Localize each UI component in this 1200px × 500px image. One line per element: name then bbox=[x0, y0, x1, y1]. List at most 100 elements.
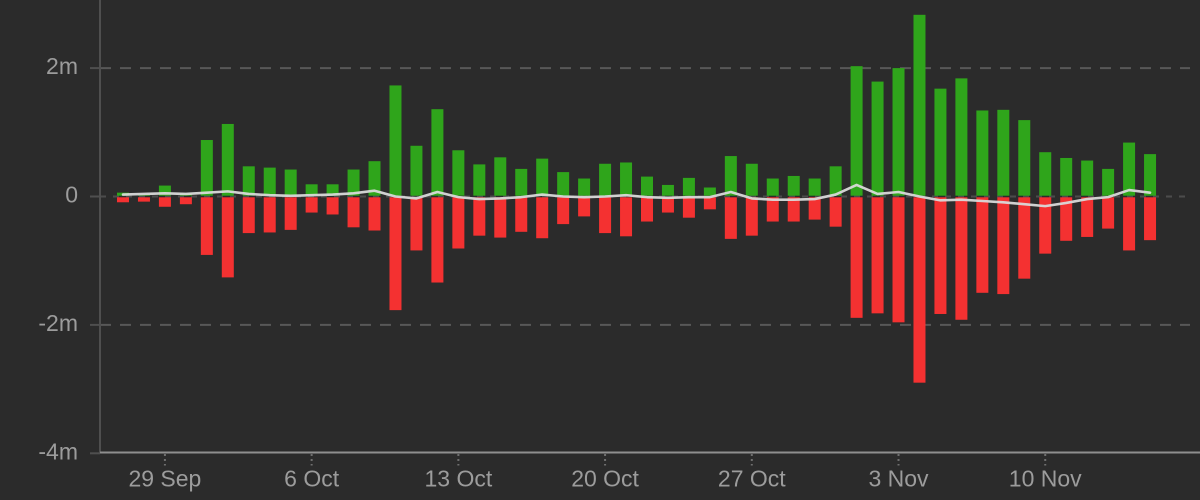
bar-up bbox=[724, 156, 737, 196]
bar-down bbox=[871, 197, 884, 314]
bar-down bbox=[389, 197, 402, 311]
bar-up bbox=[1123, 142, 1136, 196]
bar-up bbox=[536, 158, 549, 196]
y-axis-label: 0 bbox=[65, 182, 78, 208]
bar-down bbox=[263, 197, 276, 233]
bar-up bbox=[787, 175, 800, 196]
bar-down bbox=[179, 197, 192, 205]
bar-down bbox=[305, 197, 318, 213]
y-axis-label: -4m bbox=[38, 438, 78, 464]
bar-up bbox=[452, 150, 465, 196]
bar-down bbox=[599, 197, 612, 234]
y-axis-label: 2m bbox=[46, 53, 78, 79]
bar-down bbox=[724, 197, 737, 239]
bar-down bbox=[1123, 197, 1136, 251]
bar-down bbox=[892, 197, 905, 323]
bar-up bbox=[494, 157, 507, 196]
bar-down bbox=[850, 197, 863, 318]
x-axis-label: 3 Nov bbox=[868, 466, 929, 492]
bar-up bbox=[368, 161, 381, 196]
bar-down bbox=[641, 197, 653, 222]
bar-down bbox=[1039, 197, 1052, 254]
bar-up bbox=[1018, 120, 1031, 196]
bar-down bbox=[976, 197, 989, 293]
bar-down bbox=[955, 197, 968, 320]
bar-up bbox=[976, 110, 989, 196]
bar-down bbox=[368, 197, 381, 231]
bar-down bbox=[1102, 197, 1115, 229]
bar-up bbox=[515, 168, 528, 196]
bar-up bbox=[955, 78, 968, 196]
bar-up bbox=[808, 178, 821, 196]
bar-up bbox=[305, 184, 318, 196]
y-axis-label: -2m bbox=[38, 310, 78, 336]
bar-down bbox=[515, 197, 528, 232]
x-axis-label: 27 Oct bbox=[718, 466, 786, 492]
bar-down bbox=[536, 197, 549, 239]
bar-down bbox=[578, 197, 591, 217]
bar-up bbox=[473, 164, 486, 196]
bar-down bbox=[473, 197, 486, 236]
bar-down bbox=[808, 197, 821, 220]
bar-down bbox=[1018, 197, 1031, 279]
x-axis-label: 20 Oct bbox=[571, 466, 639, 492]
bar-down bbox=[766, 197, 779, 222]
bar-down bbox=[913, 197, 926, 383]
bar-up bbox=[641, 176, 653, 196]
bar-down bbox=[703, 197, 716, 210]
bar-up bbox=[913, 14, 926, 196]
bar-down bbox=[326, 197, 339, 215]
bar-down bbox=[452, 197, 465, 249]
bar-up bbox=[1060, 157, 1073, 196]
bar-up bbox=[1039, 152, 1052, 196]
bar-up bbox=[1144, 154, 1157, 196]
bar-up bbox=[850, 66, 863, 196]
bar-up bbox=[347, 169, 360, 196]
bar-up bbox=[221, 123, 234, 196]
bar-up bbox=[1102, 168, 1115, 196]
bar-up bbox=[578, 178, 591, 196]
bar-up bbox=[871, 81, 884, 196]
x-axis-label: 6 Oct bbox=[284, 466, 340, 492]
bar-down bbox=[829, 197, 842, 227]
bar-up bbox=[431, 109, 444, 196]
bar-up bbox=[389, 85, 402, 196]
bar-up bbox=[326, 184, 339, 196]
bar-down bbox=[284, 197, 297, 230]
bar-down bbox=[787, 197, 800, 222]
x-axis-label: 13 Oct bbox=[424, 466, 492, 492]
bar-down bbox=[682, 197, 695, 218]
bar-up bbox=[703, 187, 716, 196]
bar-down bbox=[200, 197, 213, 255]
bar-down bbox=[997, 197, 1010, 295]
bar-up bbox=[682, 177, 695, 196]
bar-down bbox=[661, 197, 674, 213]
bar-up bbox=[410, 145, 423, 196]
bar-down bbox=[1144, 197, 1157, 241]
bar-down bbox=[158, 197, 171, 207]
bar-up bbox=[892, 68, 905, 196]
bar-down bbox=[557, 197, 570, 225]
x-axis-label: 29 Sep bbox=[128, 466, 201, 492]
bar-down bbox=[347, 197, 360, 228]
bar-up bbox=[557, 172, 570, 196]
bar-up bbox=[263, 167, 276, 196]
bar-up bbox=[242, 166, 255, 196]
bar-down bbox=[431, 197, 444, 283]
net-line bbox=[121, 183, 1152, 208]
bar-up bbox=[200, 140, 213, 196]
bar-up bbox=[745, 163, 758, 196]
bar-up bbox=[158, 185, 171, 196]
bar-up bbox=[284, 169, 297, 196]
bar-down bbox=[242, 197, 255, 234]
bar-down bbox=[1081, 197, 1094, 237]
x-axis-label: 10 Nov bbox=[1009, 466, 1082, 492]
bar-up bbox=[934, 88, 947, 196]
bar-down bbox=[117, 197, 129, 203]
bar-up bbox=[661, 184, 674, 196]
bar-up bbox=[599, 163, 612, 196]
bar-down bbox=[494, 197, 507, 238]
bar-up bbox=[829, 166, 842, 196]
